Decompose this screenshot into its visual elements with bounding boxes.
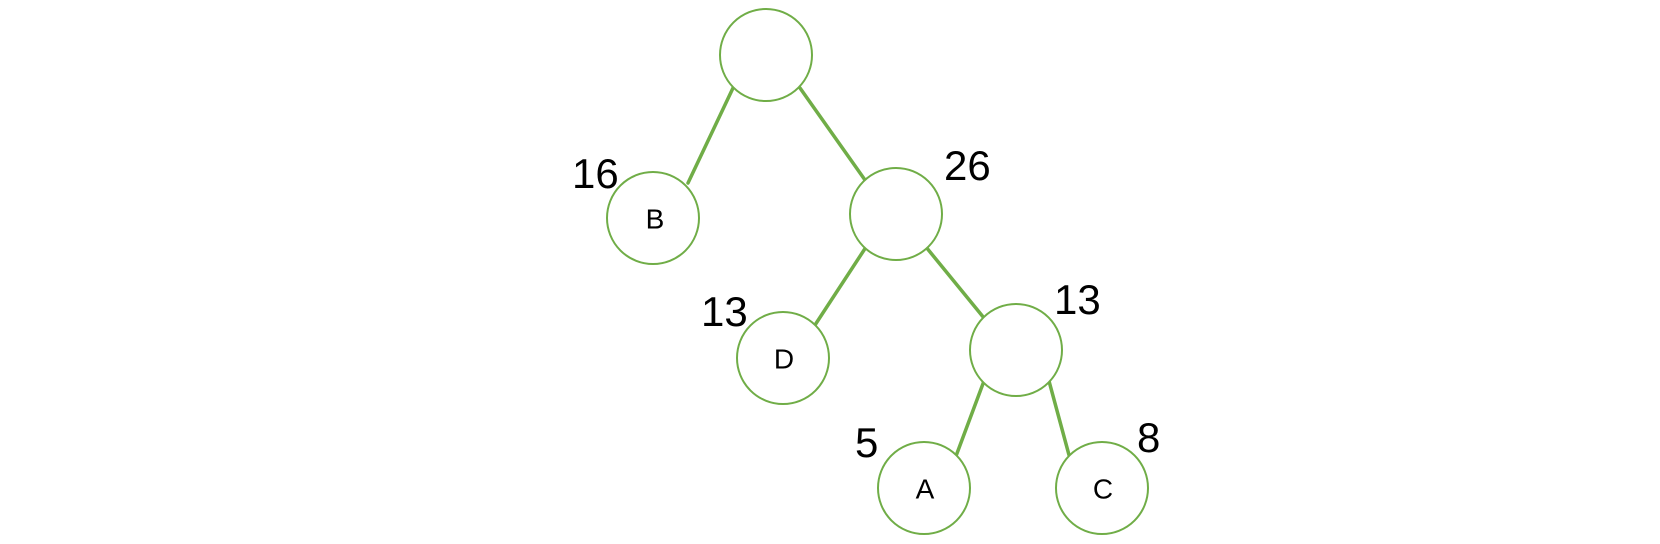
weight-label: 13 bbox=[701, 288, 748, 335]
weight-label: 13 bbox=[1054, 276, 1101, 323]
tree-node-a: A 5 bbox=[855, 419, 971, 535]
node-label: B bbox=[646, 204, 665, 235]
edge-n26-d bbox=[813, 242, 870, 327]
node-label: A bbox=[916, 474, 935, 505]
node-circle bbox=[849, 167, 943, 261]
tree-node-d: D 13 bbox=[701, 288, 830, 405]
tree-node-root bbox=[719, 8, 813, 102]
edge-root-b bbox=[686, 86, 735, 185]
edge-n26-n13 bbox=[924, 245, 986, 320]
node-label: C bbox=[1093, 474, 1113, 505]
weight-label: 5 bbox=[855, 419, 878, 466]
tree-node-b: B 16 bbox=[572, 150, 700, 265]
edge-n13-a bbox=[954, 379, 986, 458]
node-circle bbox=[736, 311, 830, 405]
tree-node-13: 13 bbox=[969, 276, 1101, 397]
weight-label: 26 bbox=[944, 142, 991, 189]
tree-node-c: C 8 bbox=[1055, 414, 1160, 535]
node-label: D bbox=[774, 344, 794, 375]
node-circle bbox=[1055, 441, 1149, 535]
edge-n13-c bbox=[1047, 379, 1071, 457]
node-circle bbox=[719, 8, 813, 102]
edge-root-n26 bbox=[798, 86, 867, 182]
node-circle bbox=[969, 303, 1063, 397]
weight-label: 16 bbox=[572, 150, 619, 197]
tree-node-26: 26 bbox=[849, 142, 991, 261]
node-circle bbox=[606, 171, 700, 265]
node-circle bbox=[877, 441, 971, 535]
weight-label: 8 bbox=[1137, 414, 1160, 461]
tree-edges bbox=[686, 86, 1071, 458]
